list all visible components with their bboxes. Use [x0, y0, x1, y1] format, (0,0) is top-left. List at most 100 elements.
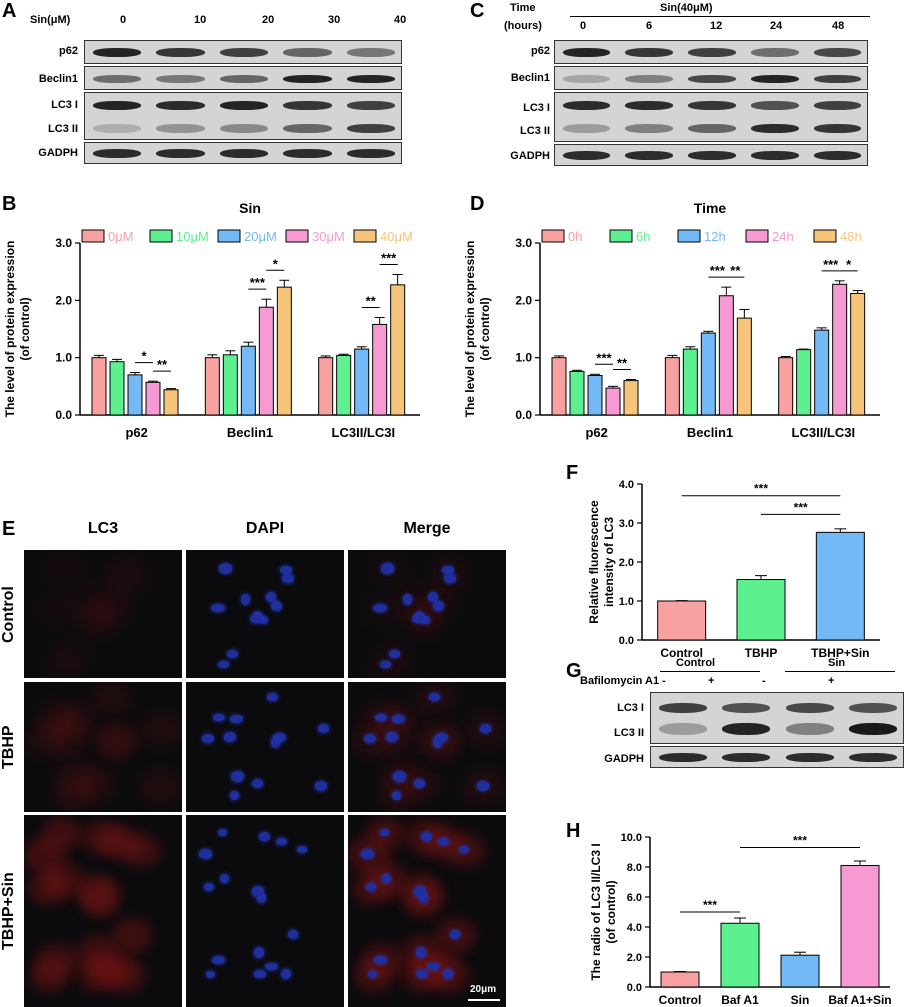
- panel-letter-e: E: [2, 518, 16, 540]
- y-axis-label: The radio of LC3 II/LC3 I(of control): [589, 843, 618, 980]
- time-label: 12: [710, 20, 723, 32]
- protein-band: [849, 753, 898, 762]
- protein-band: [156, 101, 205, 110]
- chart-b: Sin 0μM 10μM 20μM 30μM 40μM The level of prote…: [3, 200, 420, 440]
- y-tick-label: 1.0: [515, 351, 532, 365]
- y-tick-label: 3.0: [619, 518, 634, 530]
- nucleus: [432, 736, 443, 748]
- protein-band: [625, 101, 674, 110]
- protein-band: [347, 75, 396, 83]
- bar: [372, 323, 388, 416]
- protein-band: [658, 723, 707, 735]
- protein-band: [283, 124, 332, 133]
- cell-cytoplasm: [90, 580, 130, 617]
- time-label: 48: [832, 20, 845, 32]
- g-control-line: [660, 671, 760, 672]
- micrograph: [186, 682, 344, 812]
- cell-cytoplasm: [53, 703, 97, 737]
- nucleus: [253, 947, 265, 958]
- cell-cytoplasm: [37, 701, 79, 736]
- bar: [551, 357, 567, 416]
- legend-swatch: [353, 229, 377, 243]
- y-tick-label: 8.0: [627, 862, 642, 874]
- protein-band: [92, 101, 141, 110]
- bar: [569, 370, 585, 416]
- nucleus: [226, 649, 238, 658]
- baf-state: +: [708, 675, 715, 687]
- protein-band: [562, 151, 611, 160]
- bar: [780, 954, 820, 988]
- protein-band: [750, 124, 799, 133]
- nucleus: [379, 829, 389, 837]
- nucleus: [380, 563, 395, 575]
- nucleus: [411, 615, 424, 624]
- blot-strip: [554, 66, 868, 90]
- bar: [390, 284, 406, 416]
- micrograph: [186, 815, 344, 1007]
- bar: [682, 348, 698, 416]
- x-tick-label: Baf A1+Sin: [828, 993, 891, 1007]
- chart-h: The radio of LC3 II/LC3 I(of control) 0.0…: [589, 832, 892, 1007]
- significance-label: ***: [754, 482, 768, 496]
- nucleus: [229, 715, 243, 723]
- protein-band: [347, 101, 396, 110]
- protein-band: [785, 753, 834, 762]
- row-label-control: Control: [0, 586, 17, 644]
- legend-swatch: [217, 229, 241, 243]
- protein-band: [219, 101, 269, 110]
- cell-cytoplasm: [95, 588, 136, 625]
- bar: [657, 600, 707, 641]
- y-tick-label: 1.0: [619, 596, 634, 608]
- y-tick-label: 3.0: [515, 236, 532, 250]
- dose-label: 0: [120, 14, 127, 26]
- nucleus: [249, 615, 262, 624]
- protein-band: [688, 151, 736, 160]
- significance-label: **: [617, 355, 628, 370]
- protein-band: [219, 48, 269, 57]
- bafilomycin-label: Bafilomycin A1: [580, 675, 660, 687]
- nucleus: [374, 956, 388, 965]
- protein-band: [283, 101, 332, 110]
- blot-strip: [84, 66, 402, 90]
- blot-row-label: LC3 I: [523, 102, 550, 114]
- nucleus: [449, 930, 461, 939]
- legend-label: 6h: [636, 229, 650, 244]
- legend-swatch: [745, 229, 769, 243]
- cell-cytoplasm: [111, 918, 153, 953]
- nucleus: [435, 732, 448, 743]
- nucleus: [416, 969, 429, 979]
- bar: [276, 286, 292, 416]
- protein-band: [156, 149, 205, 158]
- blot-row-label: LC3 I: [51, 99, 78, 111]
- bar: [127, 374, 143, 416]
- significance-label: **: [366, 294, 377, 309]
- nucleus: [211, 604, 226, 612]
- time-label: 6: [646, 20, 653, 32]
- cell-cytoplasm: [47, 719, 90, 756]
- y-tick-label: 4.0: [627, 922, 642, 934]
- y-tick-label: 1.0: [55, 351, 72, 365]
- nucleus: [241, 594, 251, 606]
- panel-letter-g: G: [566, 660, 582, 682]
- cell-cytoplasm: [83, 819, 124, 855]
- blot-row-label: GADPH: [510, 150, 550, 162]
- nucleus: [442, 565, 454, 574]
- protein-band: [688, 101, 736, 110]
- bar: [736, 317, 752, 416]
- protein-band: [813, 48, 862, 57]
- protein-band: [750, 101, 799, 110]
- blot-row-label: GADPH: [604, 753, 644, 765]
- protein-band: [156, 75, 205, 83]
- nucleus: [388, 649, 400, 658]
- x-tick-label: Beclin1: [227, 425, 273, 440]
- nucleus: [366, 882, 377, 891]
- time-header: Time: [510, 2, 536, 14]
- cell-cytoplasm: [26, 721, 69, 758]
- protein-band: [92, 48, 141, 57]
- micrograph: [348, 550, 506, 678]
- dose-header: Sin(μM): [30, 14, 71, 26]
- panel-letter-c: C: [470, 0, 485, 22]
- protein-band: [785, 723, 834, 735]
- blot-row-label: LC3 I: [617, 702, 644, 714]
- chart-f: Relative fluorescenceintensity of LC30.0…: [587, 479, 880, 660]
